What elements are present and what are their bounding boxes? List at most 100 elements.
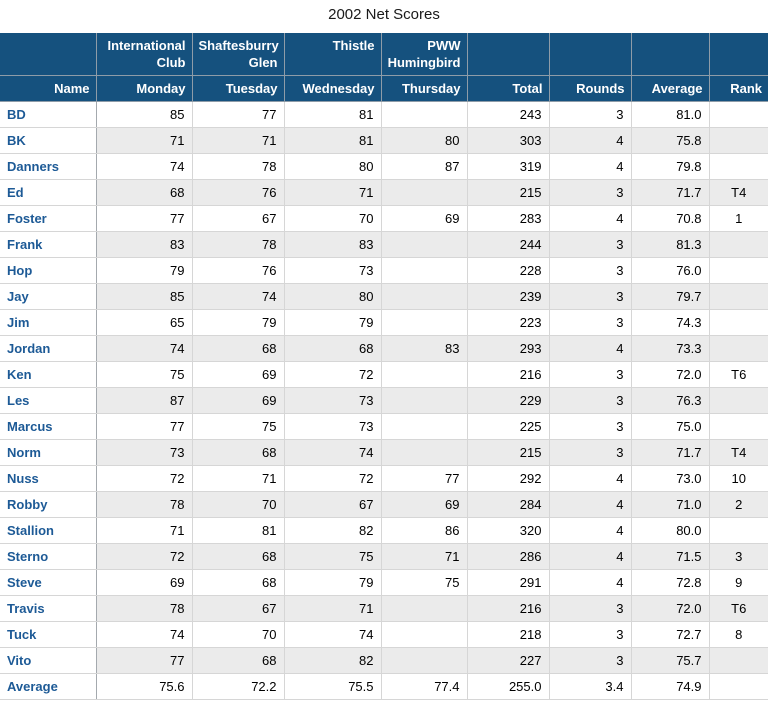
player-row: Steve 69 68 79 75 291 4 72.8 9 xyxy=(0,569,768,596)
player-row: Ed 68 76 71 215 3 71.7 T4 xyxy=(0,179,768,206)
column-header-wednesday: Wednesday xyxy=(283,74,382,102)
player-row: Les 87 69 73 229 3 76.3 xyxy=(0,387,768,414)
score-cell: 4 xyxy=(549,569,632,596)
player-name-cell: Ken xyxy=(0,361,97,388)
score-cell: 3 xyxy=(549,231,632,258)
page-title: 2002 Net Scores xyxy=(328,6,440,23)
score-cell: 3 xyxy=(549,361,632,388)
score-cell: 215 xyxy=(467,179,550,206)
score-cell xyxy=(381,231,468,258)
score-cell: 73 xyxy=(96,439,193,466)
score-cell: 83 xyxy=(96,231,193,258)
course-header-row: International Club Shaftesburry Glen Thi… xyxy=(0,33,768,76)
player-row: Danners 74 78 80 87 319 4 79.8 xyxy=(0,153,768,180)
score-cell: 77 xyxy=(96,647,193,674)
rank-cell xyxy=(709,231,768,258)
score-cell: 69 xyxy=(96,569,193,596)
score-cell: 72.8 xyxy=(631,569,710,596)
score-cell: 67 xyxy=(284,491,382,518)
score-cell: 75 xyxy=(284,543,382,570)
player-name-cell: Travis xyxy=(0,595,97,622)
score-cell: 67 xyxy=(192,595,285,622)
rank-cell xyxy=(709,153,768,180)
score-cell: 80 xyxy=(284,283,382,310)
score-cell: 74 xyxy=(96,621,193,648)
score-cell: 72.2 xyxy=(192,673,285,700)
score-cell: 216 xyxy=(467,595,550,622)
score-cell: 73 xyxy=(284,387,382,414)
score-cell: 3 xyxy=(549,283,632,310)
rank-cell: T6 xyxy=(709,361,768,388)
course-header-empty-rounds xyxy=(548,33,632,76)
score-cell: 72.0 xyxy=(631,595,710,622)
score-cell: 71 xyxy=(192,127,285,154)
score-cell: 286 xyxy=(467,543,550,570)
column-header-thursday: Thursday xyxy=(380,74,468,102)
score-cell: 74.3 xyxy=(631,309,710,336)
score-cell: 68 xyxy=(192,543,285,570)
score-cell: 4 xyxy=(549,543,632,570)
column-header-name: Name xyxy=(0,74,97,102)
course-header-empty-rank xyxy=(708,33,768,76)
player-row: Jordan 74 68 68 83 293 4 73.3 xyxy=(0,335,768,362)
score-cell: 68 xyxy=(192,569,285,596)
player-row: Norm 73 68 74 215 3 71.7 T4 xyxy=(0,439,768,466)
rank-cell xyxy=(709,127,768,154)
score-cell: 283 xyxy=(467,205,550,232)
score-cell: 68 xyxy=(192,647,285,674)
score-cell: 3 xyxy=(549,387,632,414)
column-header-total: Total xyxy=(466,74,550,102)
score-cell: 80 xyxy=(284,153,382,180)
course-header-international-club: International Club xyxy=(95,33,193,76)
score-cell xyxy=(381,179,468,206)
score-cell: 4 xyxy=(549,335,632,362)
score-cell: 77.4 xyxy=(381,673,468,700)
score-cell: 223 xyxy=(467,309,550,336)
score-cell xyxy=(381,257,468,284)
rank-cell: 10 xyxy=(709,465,768,492)
rank-cell: T6 xyxy=(709,595,768,622)
score-cell: 68 xyxy=(192,335,285,362)
score-cell: 73.3 xyxy=(631,335,710,362)
score-cell: 87 xyxy=(96,387,193,414)
score-cell: 79 xyxy=(192,309,285,336)
rank-cell: 8 xyxy=(709,621,768,648)
score-cell: 320 xyxy=(467,517,550,544)
score-cell: 319 xyxy=(467,153,550,180)
score-cell: 73.0 xyxy=(631,465,710,492)
score-cell: 74.9 xyxy=(631,673,710,700)
score-cell: 69 xyxy=(381,205,468,232)
score-cell: 70 xyxy=(192,621,285,648)
rank-cell xyxy=(709,309,768,336)
score-cell: 292 xyxy=(467,465,550,492)
player-name-cell: Les xyxy=(0,387,97,414)
score-cell: 72 xyxy=(284,465,382,492)
player-name-cell: Norm xyxy=(0,439,97,466)
column-header-tuesday: Tuesday xyxy=(191,74,285,102)
score-cell: 77 xyxy=(192,101,285,128)
player-row: Hop 79 76 73 228 3 76.0 xyxy=(0,257,768,284)
score-cell: 75.0 xyxy=(631,413,710,440)
score-cell: 79.8 xyxy=(631,153,710,180)
score-cell: 75.5 xyxy=(284,673,382,700)
score-cell: 65 xyxy=(96,309,193,336)
score-cell: 74 xyxy=(192,283,285,310)
table-header: International Club Shaftesburry Glen Thi… xyxy=(0,33,768,102)
rank-cell xyxy=(709,101,768,128)
score-cell xyxy=(381,595,468,622)
score-cell: 69 xyxy=(381,491,468,518)
player-row: BK 71 71 81 80 303 4 75.8 xyxy=(0,127,768,154)
score-cell: 72.0 xyxy=(631,361,710,388)
average-row: Average 75.6 72.2 75.5 77.4 255.0 3.4 74.9 xyxy=(0,673,768,700)
score-cell: 218 xyxy=(467,621,550,648)
score-cell: 81 xyxy=(284,127,382,154)
score-cell: 4 xyxy=(549,517,632,544)
score-cell: 3 xyxy=(549,621,632,648)
rank-cell xyxy=(709,387,768,414)
course-header-empty-total xyxy=(466,33,550,76)
score-cell: 79 xyxy=(284,569,382,596)
score-cell: 71.0 xyxy=(631,491,710,518)
score-cell: 303 xyxy=(467,127,550,154)
player-row: BD 85 77 81 243 3 81.0 xyxy=(0,101,768,128)
score-cell: 74 xyxy=(96,153,193,180)
